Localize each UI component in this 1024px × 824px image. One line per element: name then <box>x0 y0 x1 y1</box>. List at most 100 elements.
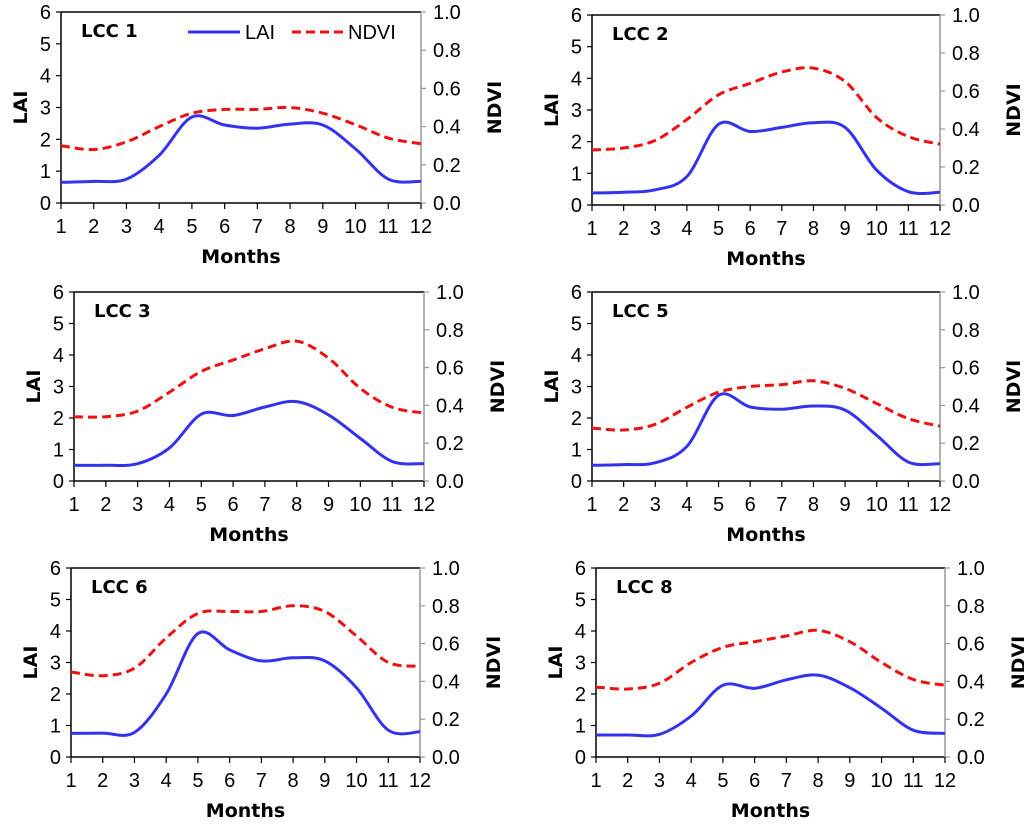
series-line-ndvi <box>60 105 422 152</box>
x-tick-label: 7 <box>256 770 267 792</box>
left-y-axis-label: LAI <box>541 93 563 127</box>
right-tick-label: 0.2 <box>432 709 460 731</box>
left-tick-label: 5 <box>575 590 586 612</box>
series-line-lai <box>73 399 425 467</box>
x-tick-label: 3 <box>654 770 665 792</box>
x-tick-label: 1 <box>586 494 597 516</box>
x-tick-label: 12 <box>409 770 431 792</box>
right-tick-label: 0.4 <box>952 395 980 417</box>
right-y-axis-label: NDVI <box>483 636 505 689</box>
panel-title: LCC 6 <box>91 577 148 598</box>
left-tick-label: 0 <box>53 471 64 493</box>
right-tick-label: 0.6 <box>952 81 980 103</box>
right-tick-label: 0.6 <box>432 634 460 656</box>
left-tick-label: 3 <box>575 653 586 675</box>
x-axis-label: Months <box>726 524 805 546</box>
right-tick-label: 1.0 <box>957 558 985 580</box>
x-axis-label: Months <box>726 248 805 270</box>
right-tick-label: 0.4 <box>952 119 980 141</box>
series-line-ndvi <box>70 604 421 678</box>
x-tick-label: 10 <box>345 770 367 792</box>
x-tick-label: 11 <box>898 494 919 516</box>
x-tick-label: 2 <box>622 770 633 792</box>
panel-title: LCC 5 <box>612 301 669 322</box>
x-tick-label: 1 <box>55 216 66 238</box>
x-axis-label: Months <box>731 800 810 822</box>
left-tick-label: 0 <box>50 747 61 769</box>
right-tick-label: 0.0 <box>433 193 461 215</box>
x-tick-label: 7 <box>259 494 270 516</box>
x-tick-label: 1 <box>68 494 79 516</box>
left-tick-label: 5 <box>40 34 51 56</box>
x-tick-label: 9 <box>844 770 855 792</box>
x-tick-label: 9 <box>319 770 330 792</box>
x-tick-label: 5 <box>196 494 207 516</box>
right-y-axis-label: NDVI <box>1008 636 1024 689</box>
left-y-axis-label: LAI <box>545 646 567 680</box>
left-tick-label: 3 <box>571 100 582 122</box>
x-tick-label: 5 <box>713 494 724 516</box>
series-line-ndvi <box>73 339 425 419</box>
series-line-lai <box>595 673 946 738</box>
x-tick-label: 2 <box>100 494 111 516</box>
x-tick-label: 1 <box>65 770 76 792</box>
x-tick-label: 6 <box>219 216 230 238</box>
left-tick-label: 6 <box>50 558 61 580</box>
x-tick-label: 10 <box>349 494 371 516</box>
x-tick-label: 6 <box>745 218 756 240</box>
left-tick-label: 2 <box>40 129 51 151</box>
left-tick-label: 2 <box>50 684 61 706</box>
x-tick-label: 12 <box>929 494 951 516</box>
series-line-lai <box>591 392 941 467</box>
x-tick-label: 10 <box>344 216 366 238</box>
left-tick-label: 1 <box>53 440 64 462</box>
left-tick-label: 4 <box>575 621 586 643</box>
x-tick-label: 9 <box>840 218 851 240</box>
x-tick-label: 10 <box>870 770 892 792</box>
right-tick-label: 0.8 <box>952 320 980 342</box>
left-tick-label: 5 <box>571 37 582 59</box>
left-tick-label: 1 <box>575 716 586 738</box>
left-tick-label: 0 <box>571 195 582 217</box>
x-tick-label: 11 <box>378 770 399 792</box>
x-tick-label: 3 <box>650 218 661 240</box>
right-tick-label: 0.2 <box>436 433 464 455</box>
left-tick-label: 4 <box>50 621 61 643</box>
right-tick-label: 1.0 <box>952 282 980 304</box>
series-line-lai <box>70 630 421 737</box>
right-tick-label: 0.4 <box>957 671 985 693</box>
x-tick-label: 5 <box>192 770 203 792</box>
left-tick-label: 0 <box>571 471 582 493</box>
left-tick-label: 1 <box>571 440 582 462</box>
left-tick-label: 6 <box>571 282 582 304</box>
right-tick-label: 0.0 <box>952 195 980 217</box>
x-tick-label: 7 <box>781 770 792 792</box>
left-tick-label: 2 <box>571 132 582 154</box>
right-tick-label: 0.2 <box>952 433 980 455</box>
legend-label-lai: LAI <box>245 22 275 44</box>
right-tick-label: 0.0 <box>436 471 464 493</box>
x-tick-label: 11 <box>903 770 924 792</box>
x-tick-label: 11 <box>378 216 399 238</box>
x-axis-label: Months <box>201 246 280 268</box>
x-tick-label: 4 <box>161 770 172 792</box>
right-y-axis-label: NDVI <box>484 81 506 134</box>
left-tick-label: 1 <box>50 716 61 738</box>
right-tick-label: 1.0 <box>432 558 460 580</box>
left-y-axis-label: LAI <box>20 646 42 680</box>
x-tick-label: 8 <box>288 770 299 792</box>
right-tick-label: 0.8 <box>436 320 464 342</box>
left-tick-label: 6 <box>53 282 64 304</box>
x-tick-label: 4 <box>681 218 692 240</box>
right-tick-label: 0.8 <box>432 596 460 618</box>
left-tick-label: 4 <box>571 345 582 367</box>
x-axis-label: Months <box>206 800 285 822</box>
x-tick-label: 3 <box>129 770 140 792</box>
series-line-ndvi <box>591 66 941 152</box>
x-tick-label: 9 <box>317 216 328 238</box>
right-y-axis-label: NDVI <box>487 360 509 413</box>
right-tick-label: 0.2 <box>433 155 461 177</box>
x-tick-label: 6 <box>749 770 760 792</box>
